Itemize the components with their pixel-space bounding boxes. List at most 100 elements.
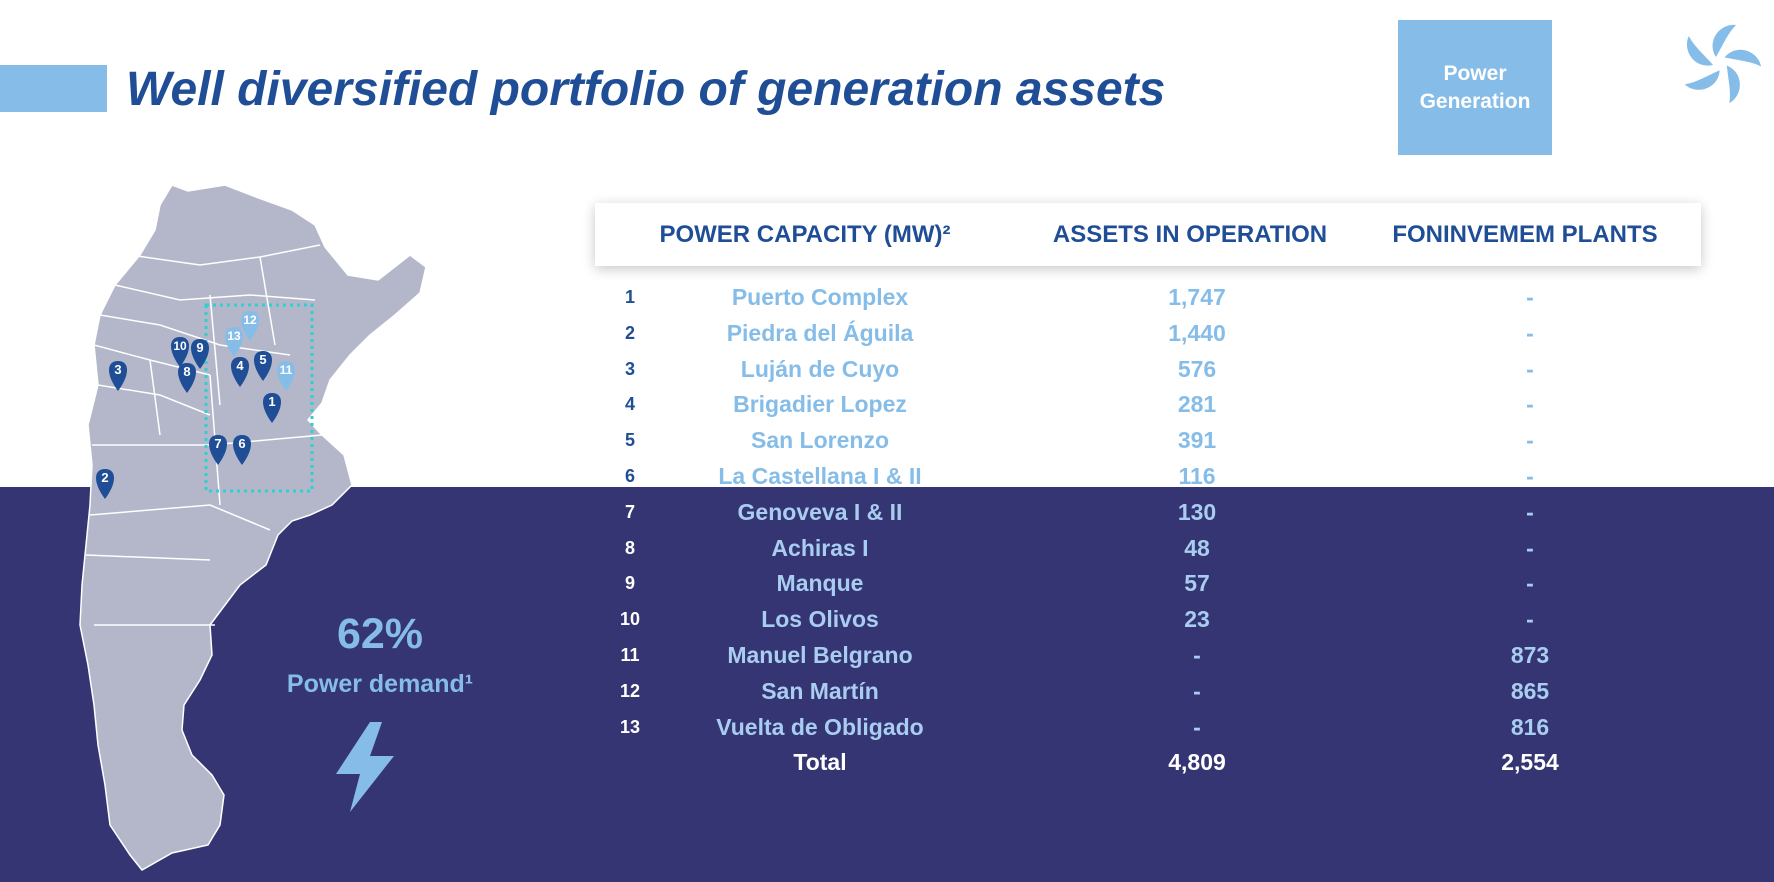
foninvemem-value: - xyxy=(1526,391,1534,418)
table-row: 10 Los Olivos 23 - xyxy=(0,601,1774,637)
assets-value: - xyxy=(1193,677,1201,704)
map-marker-3: 3 xyxy=(109,361,127,391)
foninvemem-value: - xyxy=(1526,462,1534,489)
power-demand-value: 62% xyxy=(336,610,424,658)
assets-value: 281 xyxy=(1177,391,1217,418)
marker-label: 1 xyxy=(268,394,275,409)
pinwheel-logo-icon xyxy=(1684,24,1762,104)
argentina-map-shape xyxy=(79,185,427,871)
table-row: 12 San Martín - 865 xyxy=(0,673,1774,709)
power-generation-badge: Power Generation xyxy=(1398,20,1552,155)
map-marker-5: 5 xyxy=(254,351,272,381)
plant-name: Manuel Belgrano xyxy=(727,641,913,668)
table-row: 4 Brigadier Lopez 281 - xyxy=(0,386,1774,422)
assets-value: 391 xyxy=(1177,427,1217,454)
marker-label: 8 xyxy=(183,364,190,379)
page-title: Well diversified portfolio of generation… xyxy=(126,63,1166,116)
row-number: 10 xyxy=(619,609,641,630)
table-row: 1 Puerto Complex 1,747 - xyxy=(0,279,1774,315)
plant-name: San Lorenzo xyxy=(750,427,889,454)
plant-name: Achiras I xyxy=(771,534,869,561)
plant-name: Vuelta de Obligado xyxy=(716,713,924,740)
marker-label: 10 xyxy=(173,339,187,353)
plant-name: Piedra del Águila xyxy=(726,319,914,346)
plant-name: Luján de Cuyo xyxy=(740,355,900,382)
assets-value: - xyxy=(1193,713,1201,740)
map-marker-6: 6 xyxy=(233,435,251,465)
table-row: 8 Achiras I 48 - xyxy=(0,530,1774,566)
argentina-map: 1 2 3 4 5 6 7 8 9 10 11 12 xyxy=(79,185,427,871)
map-marker-9: 9 xyxy=(191,339,209,369)
badge-line-1: Power xyxy=(1443,61,1507,85)
map-marker-11: 11 xyxy=(277,361,295,391)
plant-name: Puerto Complex xyxy=(731,284,909,310)
marker-label: 5 xyxy=(259,352,266,367)
foninvemem-value: 873 xyxy=(1510,641,1550,668)
row-number: 13 xyxy=(619,716,641,737)
map-marker-10: 10 xyxy=(171,337,189,367)
total-foninvemem-value: 2,554 xyxy=(1501,749,1559,776)
map-marker-8: 8 xyxy=(178,363,196,393)
assets-value: 130 xyxy=(1177,498,1217,525)
marker-label: 11 xyxy=(280,363,293,377)
foninvemem-value: - xyxy=(1526,498,1534,525)
assets-value: 23 xyxy=(1184,606,1210,633)
row-number: 7 xyxy=(624,501,635,522)
row-number: 8 xyxy=(624,537,635,558)
row-number: 9 xyxy=(624,573,635,594)
plant-name: Brigadier Lopez xyxy=(733,391,907,418)
row-number: 5 xyxy=(624,430,635,451)
total-assets-value: 4,809 xyxy=(1168,749,1226,776)
table-row: 7 Genoveva I & II 130 - xyxy=(0,494,1774,530)
table-row: 2 Piedra del Águila 1,440 - xyxy=(0,315,1774,351)
header-foninvemem-plants: FONINVEMEM PLANTS xyxy=(1392,221,1658,248)
marker-label: 13 xyxy=(227,329,241,343)
foninvemem-value: 816 xyxy=(1510,713,1550,740)
lightning-bolt-icon xyxy=(336,722,394,812)
marker-label: 3 xyxy=(114,362,121,377)
foninvemem-value: - xyxy=(1526,606,1534,633)
power-demand-label: Power demand¹ xyxy=(286,670,474,698)
row-number: 11 xyxy=(620,644,640,665)
assets-value: 116 xyxy=(1178,462,1216,489)
map-marker-1: 1 xyxy=(263,393,281,423)
marker-label: 2 xyxy=(101,470,108,485)
foninvemem-value: - xyxy=(1526,284,1534,310)
plant-name: La Castellana I & II xyxy=(718,462,922,489)
marker-label: 12 xyxy=(243,313,257,327)
assets-value: 1,747 xyxy=(1168,284,1226,310)
foninvemem-value: - xyxy=(1526,355,1534,382)
map-marker-12: 12 xyxy=(241,311,259,341)
foninvemem-value: - xyxy=(1526,319,1534,346)
foninvemem-value: - xyxy=(1526,534,1534,561)
total-label: Total xyxy=(793,749,847,776)
marker-label: 7 xyxy=(214,436,221,451)
table-row: 6 La Castellana I & II 116 - xyxy=(0,458,1774,494)
header-assets-in-operation: ASSETS IN OPERATION xyxy=(1052,221,1328,248)
header-power-capacity: POWER CAPACITY (MW)² xyxy=(659,221,951,248)
map-marker-7: 7 xyxy=(209,435,227,465)
row-number: 2 xyxy=(624,322,635,343)
capacity-table: 1 Puerto Complex 1,747 - 2 Piedra del Ág… xyxy=(0,279,1774,780)
foninvemem-value: - xyxy=(1526,427,1534,454)
bottom-band xyxy=(0,487,1774,882)
assets-value: 57 xyxy=(1184,570,1210,597)
highlight-box xyxy=(204,303,314,493)
table-row: 11 Manuel Belgrano - 873 xyxy=(0,637,1774,673)
map-marker-4: 4 xyxy=(231,357,249,387)
row-number: 12 xyxy=(619,680,641,701)
row-number: 3 xyxy=(624,358,635,379)
province-borders xyxy=(85,244,323,626)
map-marker-13: 13 xyxy=(225,327,243,357)
map-marker-2: 2 xyxy=(96,469,114,499)
marker-label: 4 xyxy=(236,358,244,373)
table-total-row: Total 4,809 2,554 xyxy=(0,744,1774,780)
assets-value: 1,440 xyxy=(1168,319,1226,346)
table-row: 3 Luján de Cuyo 576 - xyxy=(0,351,1774,387)
foninvemem-value: - xyxy=(1526,570,1534,597)
table-row: 9 Manque 57 - xyxy=(0,565,1774,601)
marker-label: 6 xyxy=(238,436,245,451)
row-number: 4 xyxy=(624,394,635,415)
table-row: 5 San Lorenzo 391 - xyxy=(0,422,1774,458)
badge-line-2: Generation xyxy=(1419,89,1531,113)
